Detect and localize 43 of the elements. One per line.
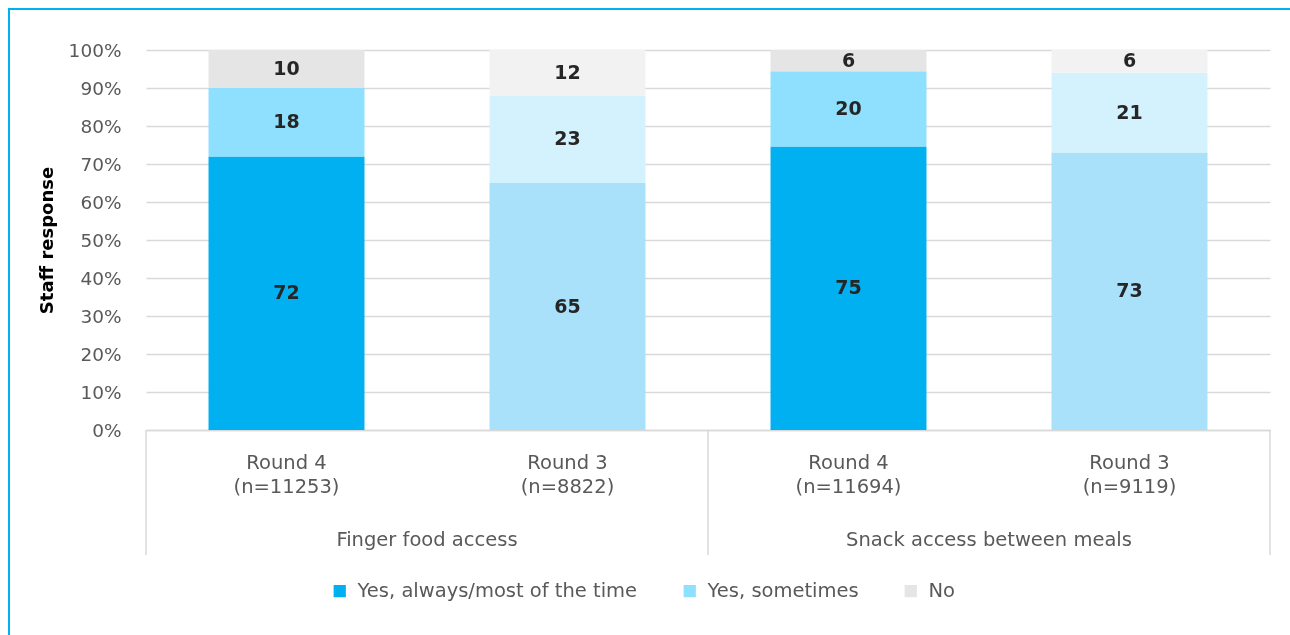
data-label: 75 <box>835 276 862 299</box>
y-tick-label: 0% <box>92 419 122 441</box>
data-label: 6 <box>841 48 856 71</box>
bar <box>489 95 646 183</box>
y-axis-title: Staff response <box>35 166 57 315</box>
y-tick-label: 30% <box>80 305 122 327</box>
x-tick-label: Round 4 (n=11694) <box>795 450 902 498</box>
data-label: 65 <box>554 294 581 317</box>
text: Snack access between meals <box>846 528 1132 551</box>
data-label: 20 <box>835 96 862 119</box>
bar <box>489 183 646 430</box>
y-tick-label: 10% <box>80 381 122 403</box>
bar <box>1051 50 1208 73</box>
y-tick-label: 50% <box>80 229 122 251</box>
bar <box>1051 72 1208 153</box>
bar <box>1051 152 1208 430</box>
y-tick-label: 100% <box>68 39 122 61</box>
data-label: 73 <box>1116 279 1143 302</box>
data-label: 72 <box>273 281 300 304</box>
data-label: 21 <box>1116 100 1143 123</box>
bar <box>208 156 365 430</box>
legend-label: Yes, sometimes <box>706 579 859 603</box>
data-label: 10 <box>273 57 300 79</box>
legend-label: Yes, always/most of the time <box>356 579 638 603</box>
data-label: 12 <box>554 60 581 83</box>
text: Finger food access <box>336 528 518 551</box>
data-label: 6 <box>1122 49 1137 72</box>
bar <box>770 146 927 430</box>
y-tick-label: 20% <box>80 343 122 365</box>
y-tick-label: 60% <box>80 191 122 213</box>
bar <box>489 50 646 96</box>
y-tick-label: 40% <box>80 267 122 289</box>
data-label: 23 <box>554 127 581 150</box>
bar <box>770 71 927 147</box>
y-tick-label: 80% <box>80 115 122 137</box>
x-tick-label: Round 4 (n=11253) <box>233 450 340 498</box>
data-label: 18 <box>273 110 300 133</box>
y-tick-label: 70% <box>80 153 122 175</box>
x-tick-label: Round 3 (n=8822) <box>520 450 615 498</box>
bar <box>208 88 365 157</box>
x-tick-label: Round 3 (n=9119) <box>1082 450 1177 498</box>
legend-label: No <box>928 579 956 603</box>
y-tick-label: 90% <box>80 77 122 99</box>
